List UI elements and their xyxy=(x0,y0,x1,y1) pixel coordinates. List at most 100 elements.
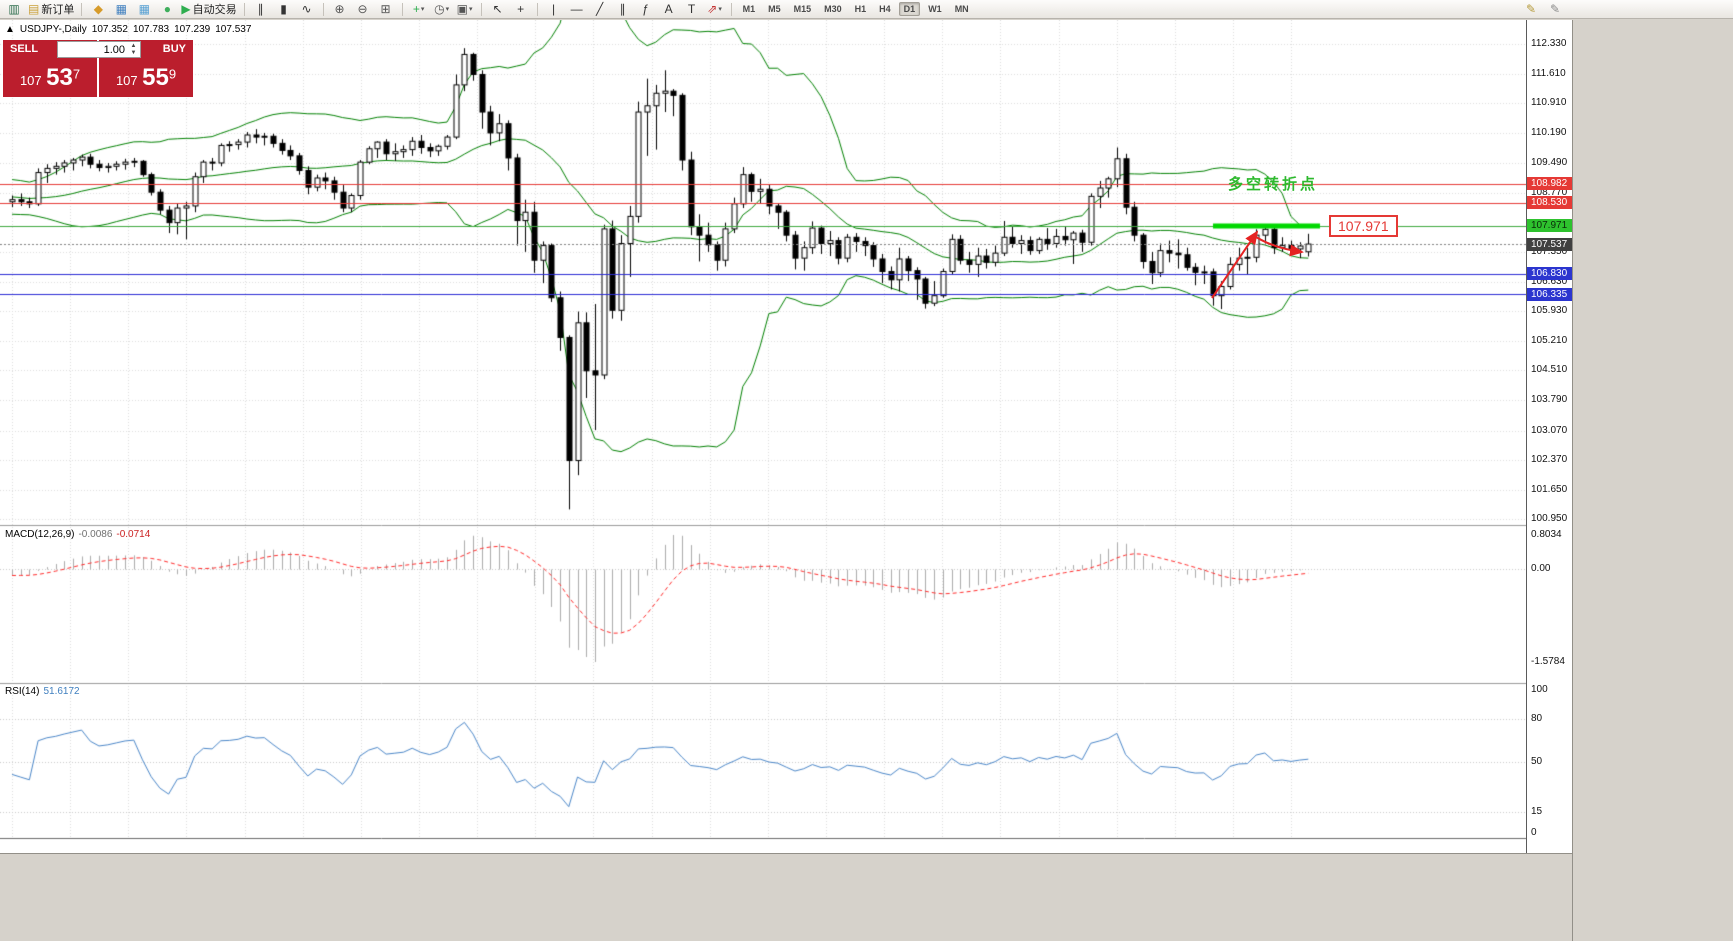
new-chart-icon[interactable]: ▥ xyxy=(3,1,25,17)
rsi-axis-label: 0 xyxy=(1531,827,1537,838)
periods-icon[interactable]: ◷ ▾ xyxy=(431,1,453,17)
price-tick-label: 106.630 xyxy=(1531,275,1568,287)
zoom-out-icon-glyph: ⊖ xyxy=(357,2,368,16)
price-level-badge: 107.537 xyxy=(1527,237,1572,251)
timeframe-button-mn[interactable]: MN xyxy=(954,4,969,14)
zoom-in-icon-glyph: ⊕ xyxy=(334,2,345,16)
templates-icon-caret[interactable]: ▾ xyxy=(468,6,473,13)
ohlc-close: 107.537 xyxy=(215,24,252,35)
market-watch-icon[interactable]: ▦ xyxy=(110,1,132,17)
price-tick-label: 103.790 xyxy=(1531,394,1568,406)
equidistant-channel-icon[interactable]: ∥ xyxy=(612,1,634,17)
price-axis[interactable]: 112.330 111.610 110.910 110.190 109.490 108.7… xyxy=(1526,20,1572,853)
price-level-badge: 106.830 xyxy=(1527,267,1572,281)
timeframe-button-m1[interactable]: M1 xyxy=(742,4,756,14)
vertical-line-icon-glyph: | xyxy=(552,2,556,16)
vertical-line-icon[interactable]: | xyxy=(543,1,565,17)
price-tick-label: 105.210 xyxy=(1531,335,1568,347)
price-level-badge: 108.530 xyxy=(1527,196,1572,210)
symbol-info: ▲ USDJPY-,Daily 107.352 107.783 107.239 107.5… xyxy=(5,24,256,35)
line-chart-icon-glyph: ∿ xyxy=(301,2,312,16)
new-order-button[interactable]: ▤ 新订单 xyxy=(26,1,76,17)
autotrading-button[interactable]: ▶ 自动交易 xyxy=(179,1,238,17)
price-chart-canvas[interactable] xyxy=(0,20,1526,853)
timeframe-button-m5[interactable]: M5 xyxy=(768,4,781,14)
rsi-name: RSI(14) xyxy=(5,686,40,697)
navigator-icon-glyph: ● xyxy=(163,2,171,16)
price-tick-label: 108.770 xyxy=(1531,186,1568,198)
candlestick-chart-icon[interactable]: ▮ xyxy=(273,1,295,17)
bottom-gutter xyxy=(0,853,1572,941)
buy-label: BUY xyxy=(162,43,186,55)
timeframe-button-h4[interactable]: H4 xyxy=(879,4,891,14)
ohlc-high: 107.783 xyxy=(132,24,170,35)
profiles-icon[interactable]: ◆ xyxy=(87,1,109,17)
rsi-axis-label: 100 xyxy=(1531,684,1548,695)
chart-edit-icon[interactable]: ✎ xyxy=(1549,2,1561,16)
arrows-icon-caret[interactable]: ▾ xyxy=(718,6,722,13)
timeframe-button-d1[interactable]: D1 xyxy=(898,2,921,16)
right-gutter xyxy=(1572,20,1733,941)
macd-axis-label: 0.00 xyxy=(1531,562,1551,574)
horizontal-line-icon[interactable]: — xyxy=(566,1,588,17)
text-icon[interactable]: A xyxy=(658,1,680,17)
one-click-trading-panel: SELL 107 537 BUY 107 559 ▲ ▼ xyxy=(3,40,193,97)
price-flag-label[interactable]: 107.971 xyxy=(1329,215,1398,237)
text-label-icon[interactable]: T xyxy=(681,1,703,17)
timeframe-button-m30[interactable]: M30 xyxy=(824,4,842,14)
volume-increase-button[interactable]: ▲ xyxy=(130,42,137,49)
timeframe-button-m15[interactable]: M15 xyxy=(793,4,812,14)
trendline-icon[interactable]: ╱ xyxy=(589,1,611,17)
data-window-icon-glyph: ▦ xyxy=(138,2,151,16)
horizontal-line-icon-glyph: — xyxy=(570,2,583,16)
turning-point-annotation[interactable]: 多空转折点 xyxy=(1228,176,1319,193)
line-chart-icon[interactable]: ∿ xyxy=(296,1,318,17)
trendline-icon-glyph: ╱ xyxy=(595,2,604,16)
periods-icon-caret[interactable]: ▾ xyxy=(445,6,450,13)
cursor-icon[interactable]: ↖ xyxy=(487,1,509,17)
toolbar-separator xyxy=(401,2,403,16)
toolbar-separator xyxy=(81,2,83,16)
candlestick-chart-icon-glyph: ▮ xyxy=(280,2,287,16)
macd-indicator-label: MACD(12,26,9) -0.0086 -0.0714 xyxy=(5,529,154,540)
crosshair-icon[interactable]: + xyxy=(510,1,532,17)
macd-axis-label: -1.5784 xyxy=(1531,656,1565,667)
fibonacci-icon[interactable]: ƒ xyxy=(635,1,657,17)
indicators-icon-caret[interactable]: ▾ xyxy=(420,6,425,13)
price-tick-label: 100.950 xyxy=(1531,513,1568,524)
sell-price-sup: 7 xyxy=(72,66,81,82)
fibonacci-icon-glyph: ƒ xyxy=(642,2,649,16)
price-tick-label: 110.910 xyxy=(1531,97,1567,109)
toolbar: ▥ ▤ 新订单 ◆ ▦ ▦ ● ▶ 自动交易 ∥ ▮ ∿ ⊕ ⊖ ⊞ + ▾ ◷ ▾ ▣ ▾ ↖ + | — ╱ ∥ ƒ A T ⇗ ▾ M1 M… xyxy=(0,0,1733,19)
tile-windows-icon-glyph: ⊞ xyxy=(380,2,391,16)
volume-input[interactable] xyxy=(57,41,141,58)
symbol-title: USDJPY-,Daily xyxy=(19,24,87,35)
autotrading-button-glyph: ▶ xyxy=(181,2,191,16)
navigator-icon[interactable]: ● xyxy=(156,1,178,17)
zoom-in-icon[interactable]: ⊕ xyxy=(329,1,351,17)
timeframe-button-w1[interactable]: W1 xyxy=(928,4,942,14)
bar-chart-icon[interactable]: ∥ xyxy=(250,1,272,17)
volume-decrease-button[interactable]: ▼ xyxy=(130,49,137,56)
indicators-icon-glyph: + xyxy=(412,2,420,16)
buy-price: 107 559 xyxy=(99,64,193,92)
price-tick-label: 105.930 xyxy=(1531,305,1568,317)
price-tick-label: 111.610 xyxy=(1531,68,1566,80)
price-tick-label: 109.490 xyxy=(1531,156,1568,168)
indicators-icon[interactable]: + ▾ xyxy=(408,1,430,17)
periods-icon-glyph: ◷ xyxy=(434,2,445,16)
arrows-icon-glyph: ⇗ xyxy=(707,2,718,16)
data-window-icon[interactable]: ▦ xyxy=(133,1,155,17)
price-level-badge: 107.971 xyxy=(1527,219,1572,233)
templates-icon[interactable]: ▣ ▾ xyxy=(454,1,476,17)
tile-windows-icon[interactable]: ⊞ xyxy=(375,1,397,17)
zoom-out-icon[interactable]: ⊖ xyxy=(352,1,374,17)
sell-price-base: 107 xyxy=(19,73,42,88)
toolbar-separator xyxy=(730,2,732,16)
new-chart-icon-glyph: ▥ xyxy=(8,2,20,16)
arrows-icon[interactable]: ⇗ ▾ xyxy=(704,1,726,17)
chart-properties-icon[interactable]: ✎ xyxy=(1525,2,1537,16)
price-tick-label: 103.070 xyxy=(1531,424,1568,436)
timeframe-button-h1[interactable]: H1 xyxy=(854,4,867,14)
